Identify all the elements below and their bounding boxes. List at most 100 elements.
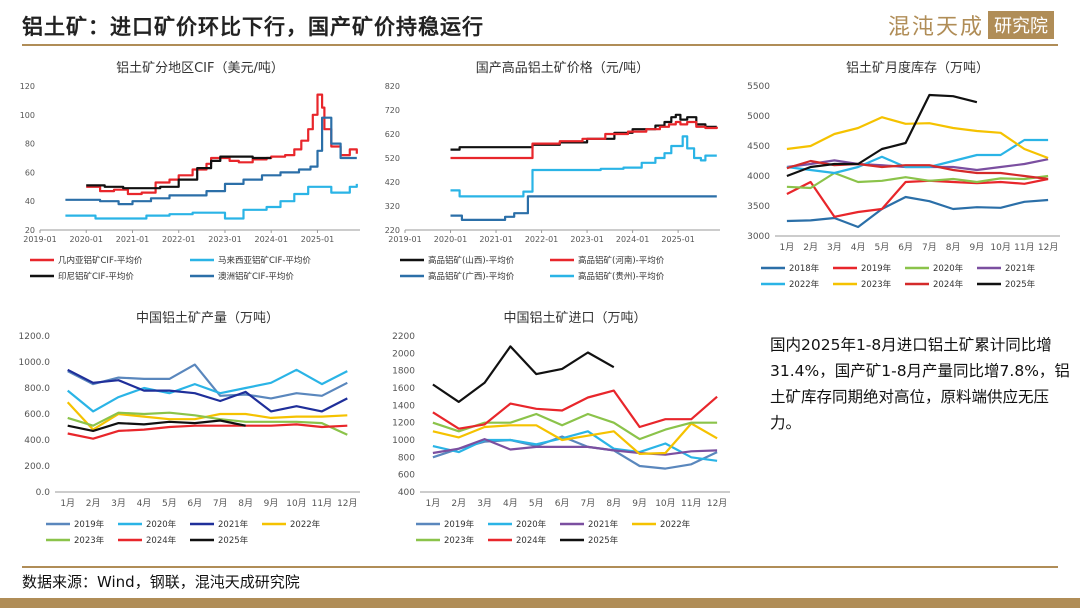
y-tick-label: 2200 xyxy=(392,332,415,342)
y-tick-label: 1800 xyxy=(392,367,415,377)
y-tick-label: 1000.0 xyxy=(19,358,51,368)
legend-label: 2023年 xyxy=(444,535,475,546)
y-tick-label: 1600 xyxy=(392,384,415,394)
x-tick-label: 4月 xyxy=(503,498,518,509)
series-line-import-2 xyxy=(432,438,718,456)
y-tick-label: 820 xyxy=(385,82,400,91)
legend-label: 2025年 xyxy=(1005,279,1036,290)
y-tick-label: 420 xyxy=(385,178,400,187)
legend-label: 2024年 xyxy=(516,535,547,546)
legend-label: 2020年 xyxy=(933,263,964,274)
chart-inventory-svg: 铝土矿月度库存（万吨） 3000 3500 4000 4500 5000 5500 1月 2月 3… xyxy=(747,60,1060,290)
x-tick-label: 5月 xyxy=(875,242,890,253)
chart-title: 中国铝土矿进口（万吨） xyxy=(503,311,646,326)
series-line-cif-2 xyxy=(86,155,272,190)
x-tick-label: 12月 xyxy=(337,498,357,509)
y-tick-label: 3000 xyxy=(747,232,770,242)
series-line-domestic-2 xyxy=(450,195,717,221)
y-tick-label: 600.0 xyxy=(24,410,50,420)
x-tick-label: 10月 xyxy=(990,242,1010,253)
chart-output-svg: 中国铝土矿产量（万吨） 0.0 200.0 400.0 600.0 800.0 1000.0… xyxy=(19,311,360,546)
x-tick-label: 6月 xyxy=(555,498,570,509)
legend-label: 2022年 xyxy=(789,279,820,290)
x-tick-label: 3月 xyxy=(111,498,126,509)
x-tick-label: 2022-01 xyxy=(525,235,558,244)
brand-logo: 混沌天成 研究院 xyxy=(888,9,1054,41)
y-tick-label: 400.0 xyxy=(24,436,50,446)
source-footer: 数据来源：Wind，钢联，混沌天成研究院 xyxy=(22,573,300,591)
y-tick-label: 2000 xyxy=(392,349,415,359)
chart-title: 铝土矿分地区CIF（美元/吨） xyxy=(116,61,284,76)
series-line-output-1 xyxy=(67,368,348,413)
x-tick-label: 7月 xyxy=(581,498,596,509)
legend-label: 2024年 xyxy=(146,535,177,546)
legend-label: 2018年 xyxy=(789,263,820,274)
legend-label: 2023年 xyxy=(74,535,105,546)
series-line-inventory-4 xyxy=(786,138,1049,175)
y-tick-label: 100 xyxy=(20,111,35,120)
x-tick-label: 2月 xyxy=(803,242,818,253)
y-tick-label: 800 xyxy=(398,453,415,463)
series-line-inventory-5 xyxy=(786,116,1049,160)
x-tick-label: 8月 xyxy=(606,498,621,509)
y-tick-label: 4000 xyxy=(747,172,770,182)
x-tick-label: 2025-01 xyxy=(301,235,334,244)
legend-label: 2022年 xyxy=(290,519,321,530)
x-tick-label: 3月 xyxy=(477,498,492,509)
legend-label: 印尼铝矿CIF-平均价 xyxy=(58,271,134,282)
page-title: 铝土矿：进口矿价环比下行，国产矿价持稳运行 xyxy=(22,15,484,39)
chart-cif: 铝土矿分地区CIF（美元/吨） 20 40 60 80 100 120 2019-01 2020… xyxy=(10,56,370,288)
x-tick-label: 11月 xyxy=(312,498,332,509)
y-tick-label: 5500 xyxy=(747,82,770,92)
legend-label: 2019年 xyxy=(74,519,105,530)
chart-inventory: 铝土矿月度库存（万吨） 3000 3500 4000 4500 5000 5500 1月 2月 3… xyxy=(740,56,1070,296)
series-line-output-4 xyxy=(67,411,348,436)
x-tick-label: 11月 xyxy=(681,498,701,509)
x-tick-label: 3月 xyxy=(827,242,842,253)
series-line-cif-0 xyxy=(86,93,358,196)
series-line-inventory-1 xyxy=(786,177,1049,218)
x-tick-label: 2月 xyxy=(86,498,101,509)
x-tick-label: 2024-01 xyxy=(616,235,649,244)
x-tick-label: 10月 xyxy=(655,498,675,509)
x-tick-label: 5月 xyxy=(162,498,177,509)
legend-label: 2022年 xyxy=(660,519,691,530)
legend-label: 澳洲铝矿CIF-平均价 xyxy=(218,271,294,282)
x-tick-label: 6月 xyxy=(187,498,202,509)
series-line-import-6 xyxy=(432,345,615,403)
x-tick-label: 12月 xyxy=(1038,242,1058,253)
series-line-output-0 xyxy=(67,363,348,400)
y-tick-label: 0.0 xyxy=(36,488,51,498)
bottom-bar xyxy=(0,598,1080,608)
legend-label: 2025年 xyxy=(588,535,619,546)
series-line-domestic-3 xyxy=(450,135,717,198)
brand-name: 混沌天成 xyxy=(887,15,984,40)
series-line-output-2 xyxy=(67,368,348,413)
series-line-import-1 xyxy=(432,430,718,462)
x-tick-label: 4月 xyxy=(851,242,866,253)
chart-domestic: 国产高品铝土矿价格（元/吨） 220 320 420 520 620 720 820 2019-… xyxy=(370,56,730,288)
series-line-inventory-7 xyxy=(786,93,978,178)
legend-label: 2019年 xyxy=(444,519,475,530)
x-tick-label: 2019-01 xyxy=(23,235,56,244)
y-tick-label: 1200.0 xyxy=(19,332,51,342)
series-line-cif-1 xyxy=(65,183,358,220)
x-tick-label: 1月 xyxy=(780,242,795,253)
x-tick-label: 2019-01 xyxy=(388,235,421,244)
chart-domestic-svg: 国产高品铝土矿价格（元/吨） 220 320 420 520 620 720 820 2019-… xyxy=(385,60,720,282)
x-tick-label: 1月 xyxy=(426,498,441,509)
series-line-inventory-2 xyxy=(786,171,1049,190)
legend-label: 2021年 xyxy=(588,519,619,530)
legend-label: 2021年 xyxy=(218,519,249,530)
y-tick-label: 20 xyxy=(25,226,35,235)
series-line-domestic-1 xyxy=(450,120,718,160)
x-tick-label: 4月 xyxy=(137,498,152,509)
y-tick-label: 3500 xyxy=(747,202,770,212)
summary-note: 国内2025年1-8月进口铝土矿累计同比增31.4%，国产矿1-8月产量同比增7… xyxy=(770,336,1070,432)
y-tick-label: 520 xyxy=(385,154,400,163)
x-tick-label: 2025-01 xyxy=(661,235,694,244)
series-line-domestic-0 xyxy=(450,113,717,151)
series-line-inventory-6 xyxy=(786,159,1049,181)
y-tick-label: 4500 xyxy=(747,142,770,152)
legend-label: 高品铝矿(山西)-平均价 xyxy=(428,255,515,266)
